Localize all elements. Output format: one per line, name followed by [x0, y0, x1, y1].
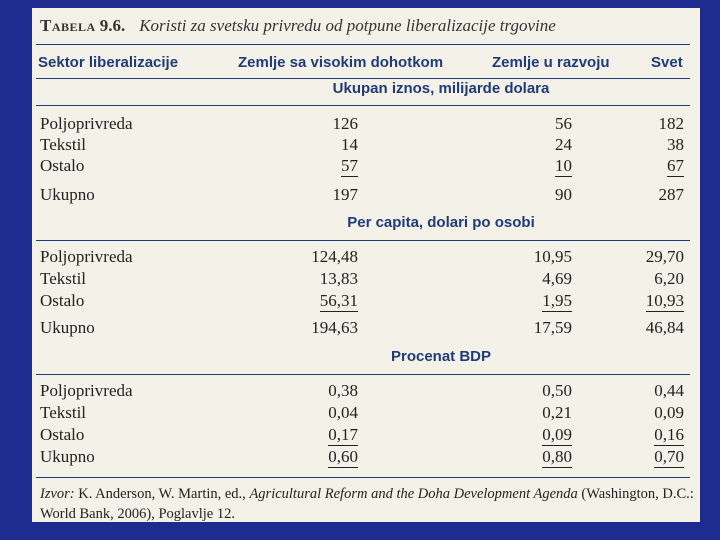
header-developing: Zemlje u razvoju [492, 54, 610, 71]
table-row: Tekstil 13,83 4,69 6,20 [40, 269, 684, 288]
table-row: Ostalo 0,17 0,09 0,16 [40, 425, 684, 446]
table-card: Tabela 9.6. Koristi za svetsku privredu od… [32, 8, 700, 522]
header-rule [36, 78, 690, 79]
section-title-gdp: Procenat BDP [390, 348, 492, 365]
table-caption: Koristi za svetsku privredu od potpune l… [139, 16, 556, 35]
section-rule [36, 374, 690, 375]
table-row: Poljoprivreda 0,38 0,50 0,44 [40, 381, 684, 400]
header-sector: Sektor liberalizacije [38, 54, 179, 71]
source-note: Izvor: K. Anderson, W. Martin, ed., Agri… [40, 484, 696, 524]
header-world: Svet [651, 54, 683, 71]
table-row-total: Ukupno 0,60 0,80 0,70 [40, 447, 684, 468]
table-row: Tekstil 0,04 0,21 0,09 [40, 403, 684, 422]
header-high-income: Zemlje sa visokim dohotkom [238, 54, 444, 71]
table-row-total: Ukupno 194,63 17,59 46,84 [40, 318, 684, 337]
source-publisher: (Washington, D.C.: World Bank, 2006), Po… [40, 486, 694, 522]
top-rule [36, 44, 690, 45]
table-row: Poljoprivreda 124,48 10,95 29,70 [40, 247, 684, 266]
table-number: 9.6. [99, 16, 126, 35]
source-book: Agricultural Reform and the Doha Develop… [249, 486, 578, 502]
table-label: Tabela [40, 16, 96, 35]
table-row: Tekstil 14 24 38 [40, 135, 684, 154]
section-title-total: Ukupan iznos, milijarde dolara [332, 80, 550, 97]
table-row: Ostalo 56,31 1,95 10,93 [40, 291, 684, 312]
section-title-per-capita: Per capita, dolari po osobi [347, 214, 535, 231]
table-row: Ostalo 57 10 67 [40, 156, 684, 177]
table-row: Poljoprivreda 126 56 182 [40, 114, 684, 133]
section-rule [36, 105, 690, 106]
table-row-total: Ukupno 197 90 287 [40, 185, 684, 204]
bottom-rule [36, 477, 690, 478]
section-rule [36, 240, 690, 241]
table-title: Tabela 9.6. Koristi za svetsku privredu od… [40, 16, 556, 36]
source-label: Izvor: [40, 486, 75, 502]
source-authors: K. Anderson, W. Martin, ed., [78, 486, 246, 502]
